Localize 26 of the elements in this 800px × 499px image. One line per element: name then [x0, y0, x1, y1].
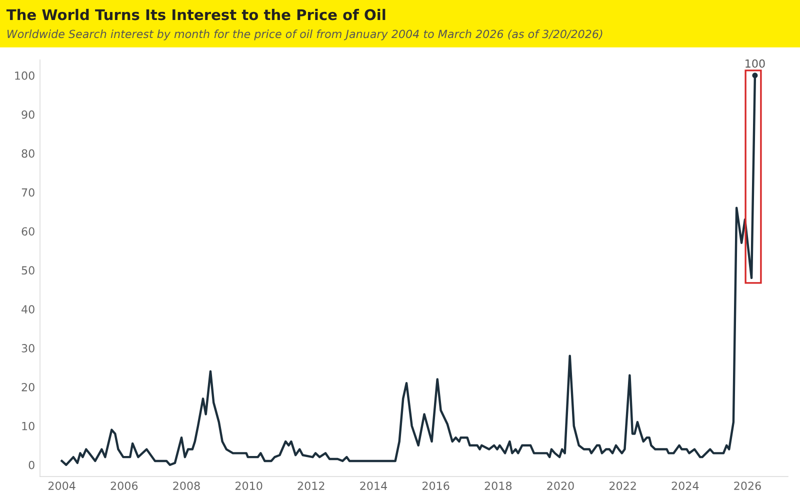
x-tick-label: 2018 — [484, 482, 512, 490]
x-tick-label: 2014 — [360, 482, 387, 490]
x-tick-label: 2026 — [734, 482, 761, 490]
y-tick-label: 0 — [28, 460, 34, 470]
x-tick-label: 2004 — [48, 482, 76, 490]
x-tick-label: 2022 — [609, 482, 636, 490]
x-tick-label: 2024 — [672, 482, 699, 490]
y-tick-label: 70 — [22, 188, 34, 197]
x-tick-label: 2012 — [298, 482, 324, 490]
annotation: 100 — [746, 59, 765, 68]
y-tick-label: 30 — [22, 344, 34, 352]
x-tick-label: 2006 — [110, 482, 138, 490]
y-tick-label: 100 — [15, 71, 34, 80]
y-tick-label: 90 — [22, 110, 34, 119]
y-tick-label: 80 — [22, 149, 34, 158]
x-tick-label: 2008 — [173, 482, 200, 490]
x-tick-label: 2010 — [235, 482, 262, 490]
y-tick-label: 50 — [22, 266, 34, 275]
y-tick-label: 60 — [22, 227, 34, 236]
y-tick-label: 10 — [22, 422, 34, 430]
chart-subtitle: Worldwide Search interest by month for the price of oil from January 2004 to March 2026 (as of 3/20/2026) — [7, 30, 602, 40]
x-tick-label: 2020 — [547, 482, 574, 490]
x-tick-label: 2016 — [422, 482, 450, 490]
chart-title: The World Turns Its Interest to the Price of Oil — [6, 8, 386, 20]
y-tick-label: 40 — [22, 305, 34, 314]
y-tick-label: 20 — [22, 382, 34, 392]
